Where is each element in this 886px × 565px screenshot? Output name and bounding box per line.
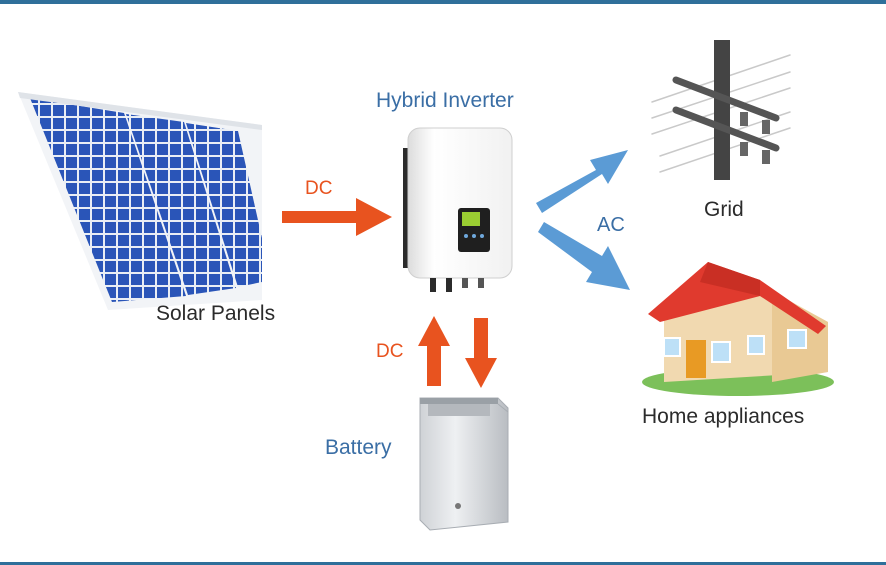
ac-label: AC <box>597 214 625 236</box>
solar-panels-label: Solar Panels <box>156 302 276 325</box>
solar-panels-icon <box>18 92 262 310</box>
house-icon <box>642 262 834 396</box>
dc-label-solar: DC <box>305 178 333 199</box>
home-appliances-label: Home appliances <box>642 405 805 428</box>
battery-cabinet-icon <box>419 397 509 531</box>
ac-arrow-to-grid <box>536 150 628 213</box>
dc-arrow-inverter-to-battery <box>465 318 497 388</box>
dc-arrow-solar-to-inverter <box>282 198 392 236</box>
dc-label-battery: DC <box>376 341 404 362</box>
grid-label: Grid <box>704 198 744 221</box>
top-border <box>0 0 886 4</box>
hybrid-inverter-label: Hybrid Inverter <box>376 89 514 112</box>
hybrid-inverter-icon <box>403 127 513 292</box>
bottom-border <box>0 562 886 565</box>
ac-arrow-to-home <box>538 222 630 290</box>
dc-arrow-battery-to-inverter <box>418 316 450 386</box>
battery-label: Battery <box>325 436 392 459</box>
power-pole-icon <box>651 40 791 180</box>
